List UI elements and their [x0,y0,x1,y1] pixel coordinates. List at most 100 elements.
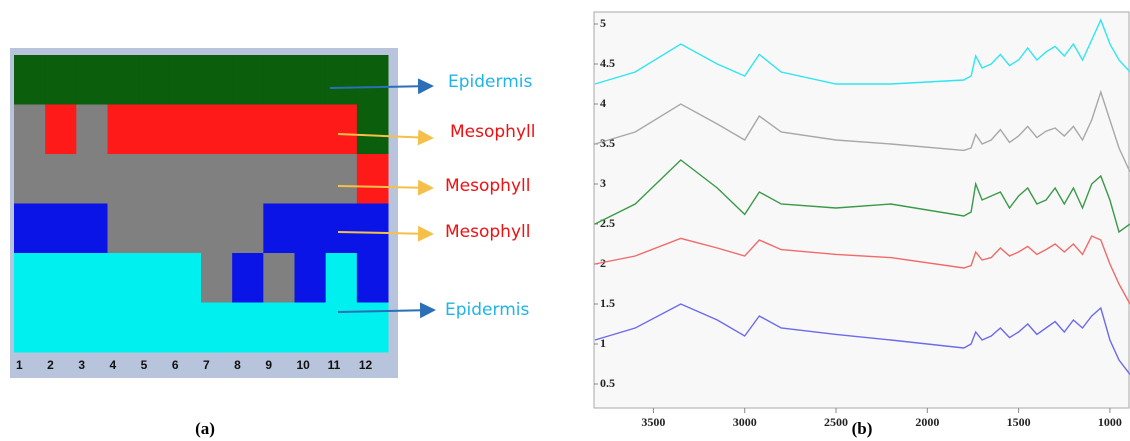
cell [76,154,108,204]
cell [76,104,108,155]
cell [138,302,171,353]
column-label: 3 [78,358,85,372]
y-tick-label: 5 [600,16,606,30]
cell [294,302,327,353]
cell [263,203,295,254]
cell [138,253,171,303]
series-line [594,303,1130,375]
cell [294,55,327,105]
column-label: 7 [203,358,210,372]
cell [107,253,140,303]
column-label: 1 [16,358,23,372]
cell [14,253,46,303]
cell [263,55,295,105]
cell [356,302,389,353]
series-line [594,159,1130,234]
cell [201,253,233,303]
cell [169,203,202,254]
cell [201,154,233,204]
cell [232,302,264,353]
caption: (b) [852,419,873,438]
cell [294,203,327,254]
cell [325,253,358,303]
cell [232,55,264,105]
cell [263,302,295,353]
column-label: 4 [110,358,117,372]
cell [14,104,46,155]
arrow [337,302,436,319]
cell [169,154,202,204]
cell [169,55,202,105]
series-line [594,89,1130,173]
tissue-map [14,55,389,353]
y-tick-label: 4 [600,96,606,110]
cell [201,302,233,353]
y-tick-label: 1.5 [600,296,615,310]
arrow [337,129,434,146]
y-tick-label: 3.5 [600,136,615,150]
column-label: 5 [141,358,148,372]
x-tick-label: 3000 [733,415,757,429]
cell [45,104,77,155]
arrow [337,179,434,196]
cell [356,104,389,155]
cell [325,55,358,105]
cell [76,203,108,254]
cell [325,154,358,204]
label: Epidermis [448,72,532,92]
cell [138,55,171,105]
x-tick-label: 2500 [824,415,848,429]
cell [45,302,77,353]
cell [14,302,46,353]
column-label: 10 [297,358,311,372]
label: Epidermis [445,300,529,320]
cell [325,203,358,254]
cell [76,55,108,105]
cell [14,203,46,254]
cell [294,253,327,303]
column-label: 11 [328,358,341,372]
cell [107,203,140,254]
cell [107,154,140,204]
column-label: 6 [172,358,179,372]
cell [232,104,264,155]
cell [201,104,233,155]
cell [14,55,46,105]
cell [294,104,327,155]
cell [232,203,264,254]
cell [138,104,171,155]
column-label: 9 [265,358,272,372]
cell [45,253,77,303]
label: Mesophyll [445,176,530,196]
cell [325,104,358,155]
x-tick-label: 1500 [1007,415,1031,429]
cell [76,302,108,353]
y-tick-label: 4.5 [600,56,615,70]
cell [107,302,140,353]
cell [45,55,77,105]
y-tick-label: 1 [600,336,606,350]
cell [356,203,389,254]
series-line [594,235,1130,305]
x-tick-label: 1000 [1098,415,1122,429]
column-label: 8 [234,358,241,372]
cell [138,154,171,204]
cell [263,154,295,204]
cell [45,154,77,204]
x-tick-label: 2000 [915,415,939,429]
x-tick-label: 3500 [641,415,665,429]
cell [201,203,233,254]
label: Mesophyll [445,222,530,242]
plot-frame [593,11,1130,409]
cell [45,203,77,254]
cell [76,253,108,303]
caption: (a) [195,419,215,438]
cell [294,154,327,204]
cell [356,154,389,204]
label: Mesophyll [450,122,535,142]
cell [325,302,358,353]
series-line [594,18,1130,85]
column-label: 12 [359,358,373,372]
cell [263,253,295,303]
